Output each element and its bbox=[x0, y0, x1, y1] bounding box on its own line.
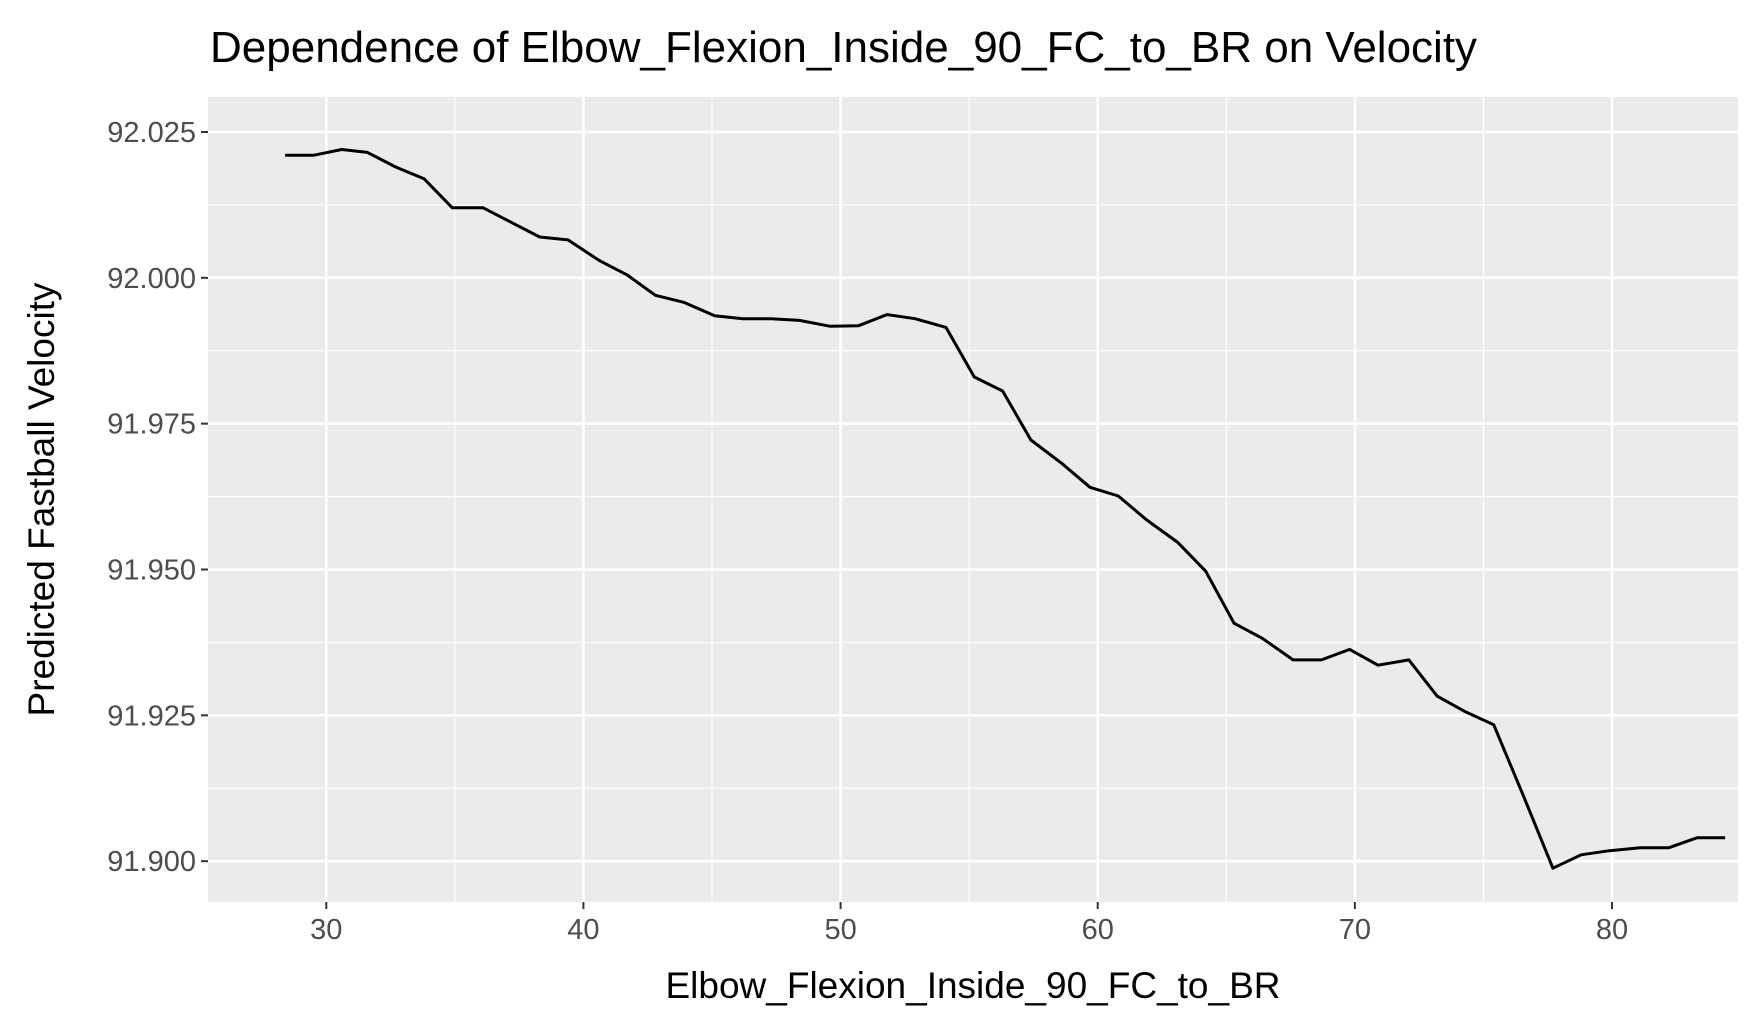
x-tick-label: 50 bbox=[824, 914, 856, 946]
y-axis: 91.900 91.925 91.950 91.975 92.000 92.025 bbox=[107, 117, 208, 878]
y-tick-label: 91.950 bbox=[107, 555, 196, 587]
x-tick-label: 30 bbox=[310, 914, 342, 946]
y-tick-label: 92.025 bbox=[107, 117, 196, 149]
y-tick-label: 91.925 bbox=[107, 700, 196, 732]
x-axis: 30 40 50 60 70 80 bbox=[310, 902, 1628, 946]
x-axis-title: Elbow_Flexion_Inside_90_FC_to_BR bbox=[666, 965, 1281, 1006]
minor-gridlines bbox=[208, 97, 1738, 902]
data-line bbox=[285, 148, 1726, 870]
y-axis-title: Predicted Fastball Velocity bbox=[21, 282, 62, 716]
major-gridlines bbox=[208, 97, 1738, 902]
chart-title: Dependence of Elbow_Flexion_Inside_90_FC… bbox=[210, 23, 1477, 72]
x-tick-label: 70 bbox=[1339, 914, 1371, 946]
y-tick-label: 92.000 bbox=[107, 263, 196, 295]
x-tick-label: 60 bbox=[1082, 914, 1114, 946]
plot-panel bbox=[208, 97, 1738, 902]
x-tick-label: 80 bbox=[1596, 914, 1628, 946]
y-tick-label: 91.900 bbox=[107, 846, 196, 878]
y-tick-label: 91.975 bbox=[107, 409, 196, 441]
x-tick-label: 40 bbox=[567, 914, 599, 946]
